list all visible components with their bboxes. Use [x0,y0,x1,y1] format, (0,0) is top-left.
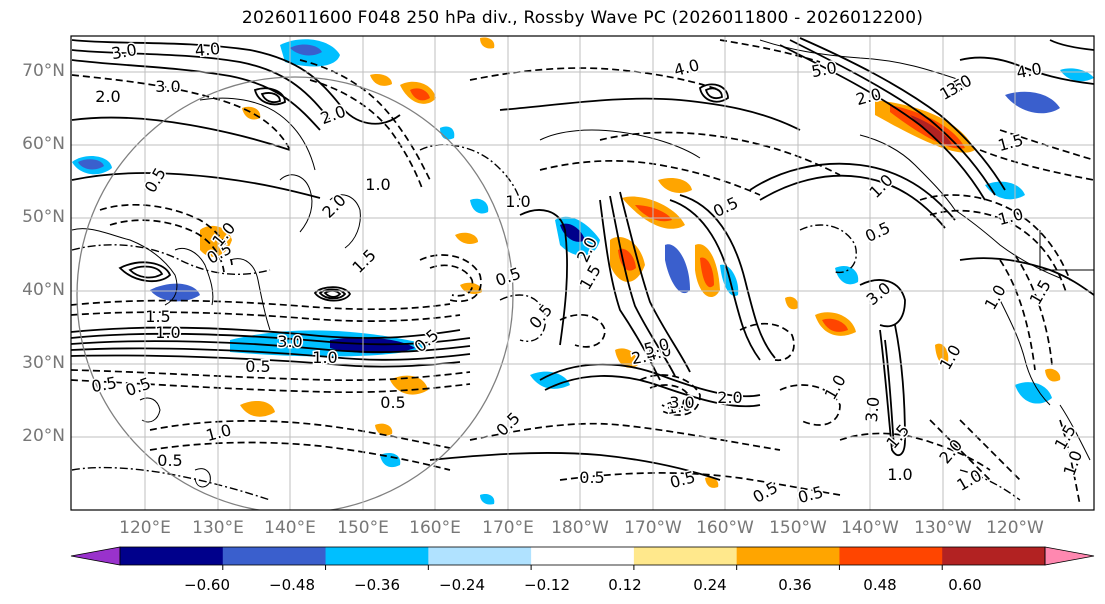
radius-circle [76,76,514,510]
contour-label: 1.0 [887,465,912,484]
lon-label: 160°E [409,518,461,538]
lat-label-50n: 50°N [22,207,65,227]
map-frame [70,35,1095,511]
lon-label: 140°W [841,518,899,538]
colorbar-segment [736,547,840,565]
colorbar-extend-low [70,546,121,566]
colorbar-tick-label: −0.48 [269,576,315,594]
colorbar-tick-label: 0.48 [863,576,897,594]
dashed-contours [71,39,1094,506]
colorbar-segment [942,547,1046,565]
lat-label-40n: 40°N [22,280,65,300]
contour-label: 1.0 [312,348,337,367]
lat-label-70n: 70°N [22,61,65,81]
colorbar-segment [531,547,635,565]
lon-label: 170°E [482,518,534,538]
lon-label: 140°E [264,518,316,538]
colorbar-tick-label: 0.60 [948,576,982,594]
colorbar-frame [119,546,1046,566]
lon-label: 150°E [337,518,389,538]
contour-label: 3.0 [862,396,883,423]
lon-label: 150°W [769,518,827,538]
lat-label-20n: 20°N [22,426,65,446]
contour-label: 1.0 [155,323,180,342]
contour-label: 3.0 [669,393,694,412]
lon-label: 130°E [192,518,244,538]
contour-label: 3.0 [277,332,302,351]
colorbar-segment [839,547,943,565]
lat-label-60n: 60°N [22,134,65,154]
colorbar-segment [428,547,532,565]
coastlines [71,39,1094,488]
lon-label: 160°W [696,518,754,538]
contour-label: 1.5 [145,307,170,326]
contour-label: 4.0 [194,39,221,60]
contour-label: 3.0 [110,40,138,63]
contour-label: 2.0 [95,87,120,106]
contour-label: 2.0 [717,388,742,407]
colorbar-tick-label: 0.24 [693,576,727,594]
colorbar-tick-label: 0.12 [608,576,642,594]
colorbar-tick-label: −0.60 [184,576,230,594]
contour-label: 0.5 [380,393,405,412]
colorbar [70,546,1095,570]
colorbar-tick-label: −0.24 [439,576,485,594]
colorbar-segment [222,547,327,565]
contour-label: 1.0 [365,175,390,194]
colorbar-segment [325,547,429,565]
contour-label: 2.0 [630,345,658,368]
colorbar-tick-label: −0.12 [524,576,570,594]
colorbar-tick-label: 0.36 [778,576,812,594]
lon-label: 130°W [914,518,972,538]
contour-label: 0.5 [245,357,270,376]
contour-label: 0.5 [157,451,182,470]
colorbar-extend-high [1044,546,1095,566]
contour-label: 1.0 [505,192,530,211]
lon-label: 170°W [624,518,682,538]
colorbar-tick-label: −0.36 [354,576,400,594]
lon-label: 120°W [986,518,1044,538]
contour-label: 0.5 [579,468,604,487]
figure-title: 2026011600 F048 250 hPa div., Rossby Wav… [241,8,924,28]
lon-label: 120°E [119,518,171,538]
lat-label-30n: 30°N [22,353,65,373]
lon-label: 180°W [551,518,609,538]
colorbar-segment [633,547,738,565]
contour-label: 3.0 [155,77,180,96]
colorbar-segment [120,547,224,565]
gridlines [71,36,1094,510]
